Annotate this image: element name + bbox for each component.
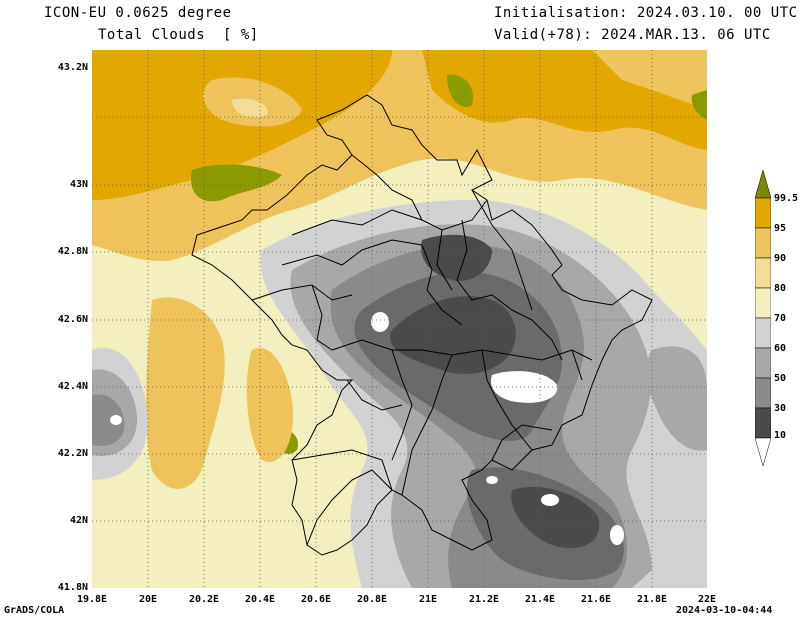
lon-tick-21.2E: 21.2E (468, 594, 500, 605)
lat-tick-42.4N: 42.4N (57, 381, 88, 392)
admin-boundaries (191, 94, 653, 556)
colorbar-label: 60 (774, 343, 787, 354)
colorbar-label: 80 (774, 283, 787, 294)
lon-tick-22E: 22E (697, 594, 717, 605)
lon-tick-20.4E: 20.4E (244, 594, 276, 605)
lat-tick-43.2N: 43.2N (57, 62, 88, 73)
colorbar-label: 70 (774, 313, 787, 324)
lat-tick-42.2N: 42.2N (57, 448, 88, 459)
lat-tick-42N: 42N (69, 515, 88, 526)
colorbar-label: 90 (774, 253, 787, 264)
variable-title: Total Clouds [ %] (98, 27, 259, 43)
render-timestamp: 2024-03-10-04:44 (676, 605, 773, 616)
colorbar (755, 170, 771, 467)
colorbar-label: 30 (774, 403, 787, 414)
colorbar-label: 95 (774, 223, 787, 234)
lon-tick-20E: 20E (138, 594, 158, 605)
lon-tick-21.4E: 21.4E (524, 594, 556, 605)
colorbar-bottom-arrow (755, 437, 771, 467)
initialisation-text: Initialisation: 2024.03.10. 00 UTC (494, 5, 798, 21)
valid-time-text: Valid(+78): 2024.MAR.13. 06 UTC (494, 27, 771, 43)
lat-tick-41.8N: 41.8N (57, 582, 88, 593)
lon-tick-20.2E: 20.2E (188, 594, 220, 605)
lat-tick-42.8N: 42.8N (57, 246, 88, 257)
colorbar-label: 10 (774, 430, 787, 441)
lon-tick-21.8E: 21.8E (636, 594, 668, 605)
colorbar-top-arrow (755, 170, 771, 199)
lon-tick-19.8E: 19.8E (76, 594, 108, 605)
lon-tick-21.6E: 21.6E (580, 594, 612, 605)
lon-tick-20.8E: 20.8E (356, 594, 388, 605)
colorbar-label: 99.5 (774, 193, 799, 204)
lat-tick-43N: 43N (69, 179, 88, 190)
model-title: ICON-EU 0.0625 degree (44, 5, 232, 21)
lon-tick-20.6E: 20.6E (300, 594, 332, 605)
lat-tick-42.6N: 42.6N (57, 314, 88, 325)
lon-tick-21E: 21E (418, 594, 438, 605)
software-credit: GrADS/COLA (4, 605, 65, 616)
colorbar-label: 50 (774, 373, 787, 384)
cloud-cover-map (92, 50, 707, 588)
graticule (92, 50, 707, 588)
